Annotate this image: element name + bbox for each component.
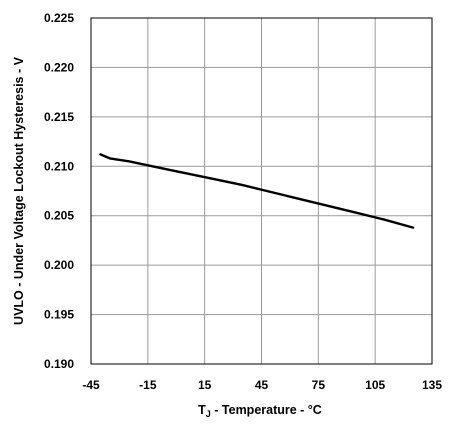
x-axis-label-rest: - Temperature - °C — [211, 403, 322, 417]
x-axis-label: TJ - Temperature - °C — [198, 403, 322, 419]
series-line — [99, 153, 415, 229]
y-tick-label: 0.210 — [44, 159, 74, 173]
x-axis-label-subscript: J — [206, 409, 211, 419]
y-tick-label: 0.200 — [44, 258, 74, 272]
plot-frame — [90, 17, 433, 365]
series-layer — [99, 153, 415, 229]
y-tick-label: 0.195 — [44, 308, 74, 322]
x-tick-label: 105 — [365, 378, 385, 392]
x-tick-label: -45 — [82, 378, 100, 392]
y-tick-label: 0.190 — [44, 357, 74, 371]
x-tick-label: 135 — [422, 378, 442, 392]
y-tick-label: 0.215 — [44, 110, 74, 124]
grid-lines — [91, 18, 432, 364]
y-tick-labels: 0.190 0.195 0.200 0.205 0.210 0.215 0.220 0.225 — [44, 11, 74, 371]
y-tick-label: 0.225 — [44, 11, 74, 25]
y-axis-label: UVLO - Under Voltage Lockout Hysteresis … — [12, 56, 26, 325]
x-tick-label: 75 — [312, 378, 326, 392]
x-tick-label: 15 — [198, 378, 212, 392]
y-tick-label: 0.205 — [44, 209, 74, 223]
x-tick-label: 45 — [255, 378, 269, 392]
x-axis-label-main: T — [198, 403, 206, 417]
x-tick-label: -15 — [139, 378, 157, 392]
y-tick-label: 0.220 — [44, 60, 74, 74]
x-tick-labels: -45 -15 15 45 75 105 135 — [82, 378, 442, 392]
